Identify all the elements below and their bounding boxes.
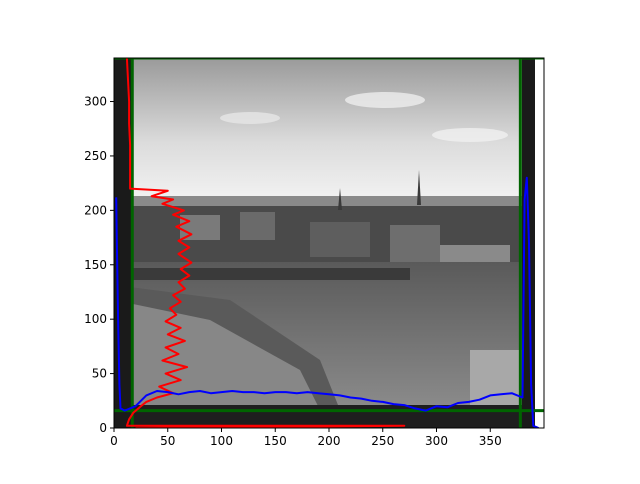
x-tick-label: 200: [318, 434, 341, 448]
x-tick-label: 300: [425, 434, 448, 448]
x-tick-label: 250: [371, 434, 394, 448]
x-tick-label: 100: [210, 434, 233, 448]
y-tick-label: 200: [84, 203, 107, 217]
y-tick-label: 50: [92, 367, 107, 381]
y-tick-label: 250: [84, 149, 107, 163]
series-line-column-intensity-profile: [115, 176, 539, 428]
x-tick-label: 50: [160, 434, 175, 448]
axes: 0 50 100 150 200 250 300 350 0 50 100 150 200 250 300: [84, 57, 545, 448]
series-layer: [115, 58, 539, 428]
y-tick-label: 0: [99, 421, 107, 435]
y-tick-label: 300: [84, 95, 107, 109]
y-tick-label: 150: [84, 258, 107, 272]
x-tick-label: 350: [479, 434, 502, 448]
x-tick-label: 150: [264, 434, 287, 448]
monochrome-photo: [114, 58, 544, 428]
reference-lines: [114, 58, 544, 428]
x-tick-label: 0: [110, 434, 118, 448]
series-line-row-intensity-profile: [125, 58, 406, 428]
y-tick-label: 100: [84, 312, 107, 326]
